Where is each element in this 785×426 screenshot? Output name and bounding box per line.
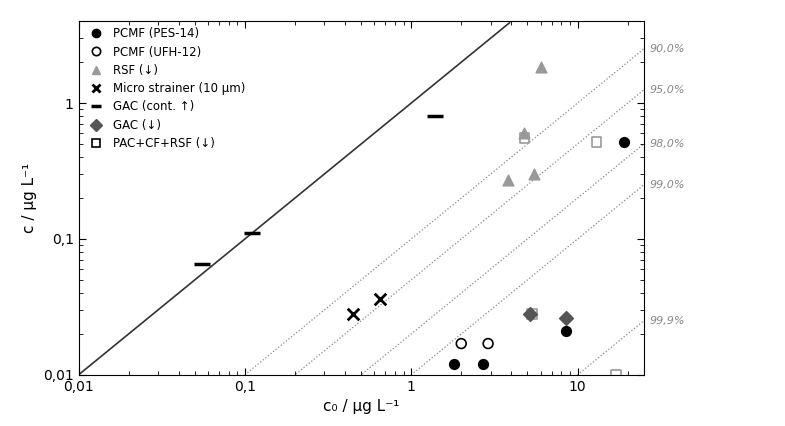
PAC+CF+RSF (↓) [610, 371, 623, 378]
PCMF (PES-14) [560, 328, 572, 334]
RSF (↓) [528, 171, 541, 178]
Text: 95,0%: 95,0% [649, 85, 685, 95]
PAC+CF+RSF (↓) [590, 138, 603, 145]
GAC (cont. ↑) [429, 113, 442, 120]
Text: 98,0%: 98,0% [649, 139, 685, 149]
Micro strainer (10 µm) [347, 311, 360, 317]
GAC (cont. ↑) [195, 261, 208, 268]
RSF (↓) [518, 130, 531, 137]
Micro strainer (10 µm) [374, 296, 386, 303]
RSF (↓) [535, 63, 547, 70]
GAC (↓) [560, 315, 572, 322]
Legend: PCMF (PES-14), PCMF (UFH-12), RSF (↓), Micro strainer (10 µm), GAC (cont. ↑), GA: PCMF (PES-14), PCMF (UFH-12), RSF (↓), M… [82, 25, 247, 153]
PCMF (UFH-12) [455, 340, 468, 347]
Text: 99,9%: 99,9% [649, 316, 685, 326]
RSF (↓) [502, 177, 514, 184]
X-axis label: c₀ / µg L⁻¹: c₀ / µg L⁻¹ [323, 399, 400, 414]
PAC+CF+RSF (↓) [525, 311, 538, 317]
Y-axis label: c / µg L⁻¹: c / µg L⁻¹ [22, 163, 38, 233]
PAC+CF+RSF (↓) [518, 135, 531, 142]
PCMF (PES-14) [447, 361, 460, 368]
PCMF (UFH-12) [482, 340, 495, 347]
PCMF (PES-14) [618, 138, 630, 145]
Text: 90,0%: 90,0% [649, 44, 685, 54]
Text: 99,0%: 99,0% [649, 180, 685, 190]
GAC (↓) [524, 311, 537, 317]
GAC (cont. ↑) [246, 230, 258, 237]
PCMF (PES-14) [476, 361, 489, 368]
